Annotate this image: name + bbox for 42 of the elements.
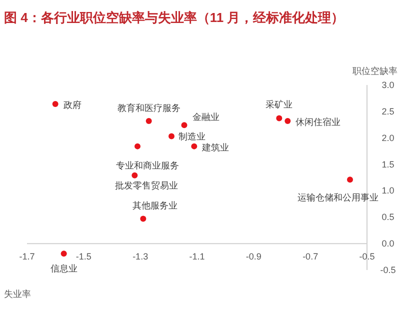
annotation: 政府	[63, 100, 82, 110]
point	[284, 118, 291, 124]
x-tick-label: -1.3	[132, 252, 148, 262]
point	[146, 118, 152, 124]
point	[181, 122, 188, 128]
annotation: 运输仓储和公用事业	[298, 192, 378, 203]
x-tick-label: -1.1	[189, 252, 205, 262]
point	[134, 143, 140, 150]
point	[140, 216, 146, 222]
point	[52, 101, 58, 108]
x-tick-label: -1.5	[76, 252, 92, 262]
x-tick-label: -0.7	[302, 252, 318, 262]
point	[132, 172, 138, 178]
annotation: 教育和医疗服务	[117, 102, 180, 113]
y-tick-label: 2.0	[382, 132, 394, 143]
x-tick-label: -0.5	[359, 252, 375, 262]
y-tick-label: 0.0	[382, 238, 394, 249]
y-tick-label: 0.5	[382, 212, 394, 222]
annotation: 金融业	[192, 112, 220, 122]
chart-title: 图 4：各行业职位空缺率与失业率（11 月，经标准化处理）	[4, 10, 344, 25]
annotation: 建筑业	[201, 142, 230, 152]
annotation: 其他服务业	[132, 200, 178, 211]
y-tick-label: 1.5	[382, 159, 394, 170]
y-tick-label: 2.5	[382, 106, 394, 116]
point	[191, 143, 198, 150]
y-tick-label: 3.0	[382, 80, 394, 90]
annotation: 信息业	[50, 264, 78, 274]
point	[60, 250, 67, 257]
annotation: 批发零售贸易业	[115, 180, 178, 190]
annotation: 制造业	[178, 131, 206, 142]
y-tick-label: -0.5	[380, 265, 396, 275]
x-tick-label: -0.9	[246, 252, 262, 262]
point	[168, 133, 174, 140]
annotation: 专业和商业服务	[116, 160, 179, 170]
x-axis-title: 失业率	[4, 289, 31, 299]
y-tick-label: 1.0	[382, 186, 394, 196]
annotation: 休闲住宿业	[296, 116, 341, 127]
annotation: 采矿业	[266, 99, 293, 110]
point	[347, 176, 353, 183]
y-axis-title: 职位空缺率	[352, 66, 398, 76]
point	[276, 115, 282, 122]
x-tick-label: -1.7	[19, 252, 35, 262]
